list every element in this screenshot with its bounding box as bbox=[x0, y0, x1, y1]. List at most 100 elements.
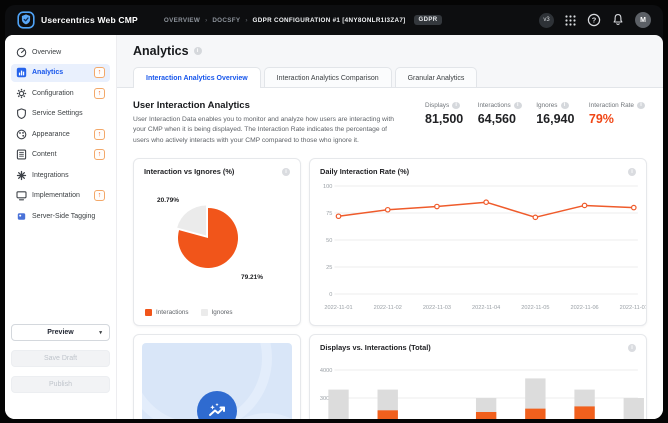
info-icon[interactable]: i bbox=[628, 343, 636, 352]
topbar-actions: v3 ? M bbox=[539, 12, 651, 28]
shield-icon bbox=[17, 108, 26, 119]
svg-text:4000: 4000 bbox=[320, 368, 332, 374]
stat-value: 81,500 bbox=[425, 112, 464, 126]
info-icon[interactable]: i bbox=[637, 102, 645, 109]
sidebar-item-server-side-tagging[interactable]: Server-Side Tagging bbox=[11, 207, 110, 225]
sidebar-item-appearance[interactable]: Appearance ↑ bbox=[11, 125, 110, 143]
sidebar-item-integrations[interactable]: Integrations bbox=[11, 166, 110, 184]
apps-grid-icon[interactable] bbox=[564, 14, 577, 27]
tab-interaction-analytics-overview[interactable]: Interaction Analytics Overview bbox=[133, 67, 261, 88]
line-chart: 100 75 50 25 0 2022-11-01 2022-11-02 2022-11-03… bbox=[323, 184, 648, 311]
preview-button-label: Preview bbox=[47, 329, 74, 336]
stat-value: 79% bbox=[588, 112, 614, 126]
section-title: User Interaction Analytics bbox=[133, 100, 250, 111]
stat-interactions: Interactions i 64,560 bbox=[478, 102, 522, 146]
topbar: Usercentrics Web CMP OVERVIEW › DOCSFY › GDP… bbox=[5, 5, 663, 35]
sidebar-item-label: Appearance bbox=[32, 130, 70, 138]
stat-interaction-rate: Interaction Rate i 79% bbox=[589, 102, 645, 146]
pie-legend: Interactions Ignores bbox=[145, 309, 233, 317]
preview-button[interactable]: Preview ▾ bbox=[11, 324, 110, 341]
help-icon[interactable]: ? bbox=[587, 13, 601, 27]
info-icon[interactable]: i bbox=[513, 102, 522, 109]
legend-label: Ignores bbox=[211, 309, 233, 317]
sidebar-item-implementation[interactable]: Implementation ↑ bbox=[11, 187, 110, 205]
svg-text:2022-11-05: 2022-11-05 bbox=[521, 305, 549, 311]
breadcrumb-item[interactable]: OVERVIEW bbox=[163, 16, 201, 24]
version-badge[interactable]: v3 bbox=[539, 12, 554, 28]
app-window: Usercentrics Web CMP OVERVIEW › DOCSFY › GDP… bbox=[5, 5, 663, 419]
breadcrumb-item[interactable]: DOCSFY bbox=[212, 16, 241, 24]
stat-label: Interactions bbox=[477, 102, 511, 109]
stat-displays: Displays i 81,500 bbox=[425, 102, 463, 146]
bar-chart-card: Displays vs. Interactions (Total) i 4000… bbox=[309, 334, 647, 419]
illustration-background bbox=[142, 343, 292, 419]
tag-icon bbox=[17, 212, 26, 220]
analytics-panel: User Interaction Analytics User Interact… bbox=[117, 87, 663, 419]
upgrade-arrow-icon[interactable]: ↑ bbox=[94, 87, 105, 99]
sidebar-item-overview[interactable]: Overview bbox=[11, 43, 110, 61]
info-icon[interactable]: i bbox=[452, 102, 461, 109]
info-icon[interactable]: i bbox=[560, 102, 569, 109]
info-icon[interactable]: i bbox=[282, 167, 290, 176]
svg-text:?: ? bbox=[592, 16, 597, 25]
pie-chart-card: Interaction vs Ignores (%) i 20.79% 79.21… bbox=[133, 158, 301, 327]
upgrade-arrow-icon[interactable]: ↑ bbox=[94, 128, 105, 140]
sidebar-item-configuration[interactable]: Configuration ↑ bbox=[11, 84, 110, 102]
breadcrumb: OVERVIEW › DOCSFY › GDPR CONFIGURATION #1 [4… bbox=[164, 17, 406, 24]
sidebar: Overview Analytics ↑ Configuration ↑ Service … bbox=[5, 35, 117, 419]
pie-chart: 20.79% 79.21% bbox=[157, 197, 263, 281]
svg-text:3000: 3000 bbox=[320, 396, 332, 402]
svg-text:25: 25 bbox=[326, 265, 332, 271]
section-description: User Interaction Data enables you to mon… bbox=[133, 116, 394, 144]
chart-sparkle-icon bbox=[197, 391, 237, 419]
user-avatar[interactable]: M bbox=[635, 12, 651, 28]
breadcrumb-item[interactable]: GDPR CONFIGURATION #1 [4NY8ONLR1I3ZA7] bbox=[252, 16, 406, 24]
legend-label: Interactions bbox=[156, 309, 189, 317]
tab-granular-analytics[interactable]: Granular Analytics bbox=[394, 67, 478, 88]
sidebar-item-content[interactable]: Content ↑ bbox=[11, 146, 110, 164]
sidebar-actions: Preview ▾ Save Draft Publish bbox=[11, 324, 110, 393]
sidebar-item-label: Overview bbox=[32, 48, 62, 56]
monitor-icon bbox=[16, 191, 27, 201]
notifications-bell-icon[interactable] bbox=[611, 13, 625, 27]
legend-item: Ignores bbox=[200, 309, 233, 317]
svg-text:2022-11-01: 2022-11-01 bbox=[324, 305, 352, 311]
stat-ignores: Ignores i 16,940 bbox=[536, 102, 574, 146]
save-draft-button[interactable]: Save Draft bbox=[11, 350, 110, 367]
stat-value: 64,560 bbox=[477, 112, 516, 126]
gear-icon bbox=[16, 88, 27, 98]
stats-row: Displays i 81,500 Interactions i 64,560 Ignore… bbox=[411, 100, 647, 146]
decor-ring bbox=[142, 343, 272, 419]
stat-label: Interaction Rate bbox=[588, 102, 634, 109]
bar-chart: 4000 3000 bbox=[320, 368, 644, 419]
upgrade-arrow-icon[interactable]: ↑ bbox=[94, 149, 105, 160]
stat-label: Displays bbox=[425, 102, 450, 109]
info-icon[interactable]: i bbox=[193, 47, 202, 55]
chevron-down-icon: ▾ bbox=[99, 329, 102, 336]
tab-bar: Interaction Analytics Overview Interactio… bbox=[133, 66, 647, 88]
svg-text:2022-11-07: 2022-11-07 bbox=[620, 305, 646, 311]
palette-icon bbox=[16, 129, 27, 139]
stat-value: 16,940 bbox=[536, 112, 575, 126]
brand-name: Usercentrics Web CMP bbox=[41, 15, 138, 25]
main-header: Analytics i Interaction Analytics Overvi… bbox=[117, 35, 663, 88]
upgrade-arrow-icon[interactable]: ↑ bbox=[94, 67, 105, 78]
brand[interactable]: Usercentrics Web CMP bbox=[17, 11, 138, 29]
publish-button[interactable]: Publish bbox=[11, 376, 110, 393]
sidebar-item-label: Server-Side Tagging bbox=[32, 212, 96, 220]
svg-text:79.21%: 79.21% bbox=[241, 274, 263, 281]
sidebar-item-label: Configuration bbox=[32, 89, 74, 97]
sidebar-item-label: Implementation bbox=[32, 192, 80, 199]
usercentrics-logo-icon bbox=[17, 11, 35, 29]
sidebar-item-service-settings[interactable]: Service Settings bbox=[11, 105, 110, 123]
sidebar-item-analytics[interactable]: Analytics ↑ bbox=[11, 63, 110, 82]
info-icon[interactable]: i bbox=[628, 167, 636, 176]
upgrade-arrow-icon[interactable]: ↑ bbox=[94, 190, 105, 201]
tab-interaction-analytics-comparison[interactable]: Interaction Analytics Comparison bbox=[263, 67, 392, 88]
pie-chart-title: Interaction vs Ignores (%) bbox=[144, 167, 235, 177]
legend-swatch bbox=[145, 309, 152, 317]
sidebar-item-label: Content bbox=[32, 151, 57, 158]
legend-swatch bbox=[200, 309, 208, 317]
bar-chart-title: Displays vs. Interactions (Total) bbox=[320, 343, 431, 353]
svg-text:0: 0 bbox=[329, 292, 332, 298]
